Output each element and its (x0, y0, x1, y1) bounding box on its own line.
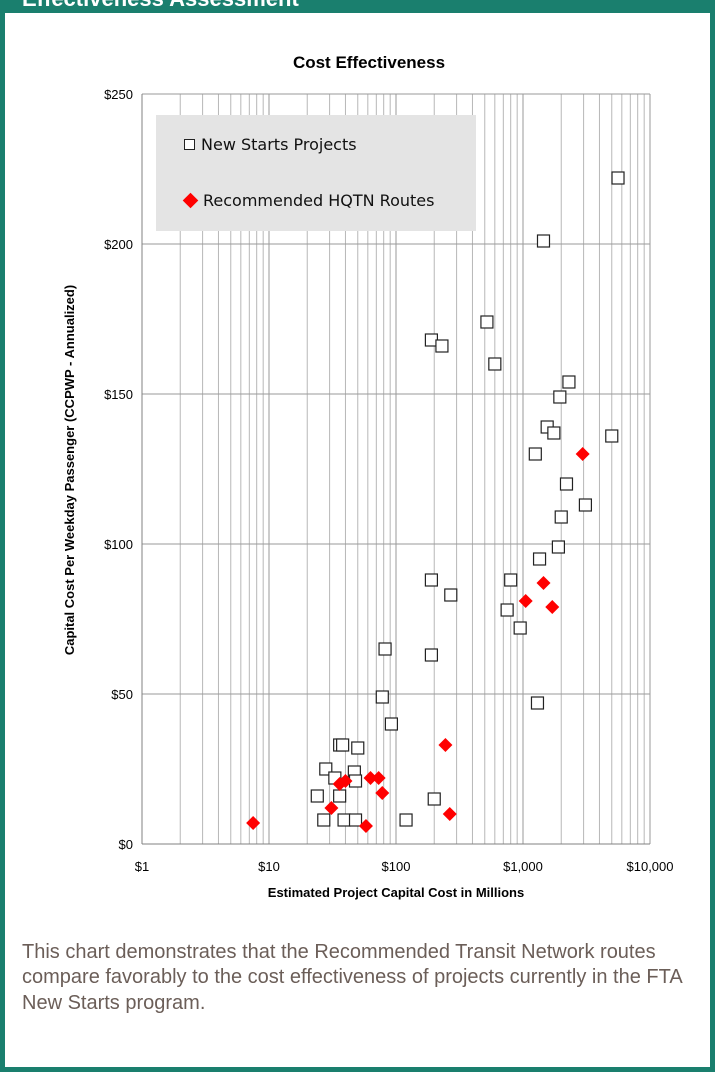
new-starts-point (337, 813, 351, 827)
new-starts-point (551, 540, 566, 554)
y-axis-label: Capital Cost Per Weekday Passenger (CCPW… (62, 285, 77, 655)
recommended-route-point (332, 777, 347, 791)
recommended-route-point (324, 801, 339, 815)
legend-label-new-starts: New Starts Projects (201, 134, 357, 154)
new-starts-point (317, 813, 331, 827)
section-title: Effectiveness Assessment (22, 0, 299, 12)
new-starts-point (444, 588, 458, 602)
legend-item-new-starts: New Starts Projects (184, 133, 357, 155)
recommended-route-point (438, 738, 453, 752)
new-starts-point (435, 339, 449, 353)
x-tick-label: $1,000 (503, 859, 543, 874)
new-starts-point (333, 789, 347, 803)
new-starts-point (504, 573, 518, 587)
new-starts-point (605, 429, 619, 443)
new-starts-point (559, 477, 574, 491)
new-starts-point (351, 741, 365, 755)
x-tick-label: $1 (135, 859, 149, 874)
new-starts-point (399, 813, 413, 827)
x-axis-label: Estimated Project Capital Cost in Millio… (268, 885, 524, 900)
legend-item-recommended: Recommended HQTN Routes (182, 189, 435, 211)
new-starts-point (378, 642, 392, 656)
recommended-route-point (363, 771, 378, 785)
new-starts-point (348, 813, 363, 827)
recommended-route-point (442, 807, 457, 821)
recommended-route-point (358, 819, 373, 833)
new-starts-point (547, 426, 561, 440)
cost-effectiveness-chart: $1 $10 $100 $1,000 $10,000 $0 $50 $100 $150 $200 $… (62, 53, 674, 900)
new-starts-point (611, 171, 625, 185)
x-tick-label: $10 (258, 859, 280, 874)
new-starts-point (424, 573, 439, 587)
x-tick-label: $10,000 (627, 859, 674, 874)
y-tick-label: $100 (104, 537, 133, 552)
recommended-route-point (575, 447, 590, 461)
diamond-marker-icon (182, 192, 199, 208)
recommended-route-point (246, 816, 261, 830)
new-starts-point (536, 234, 551, 248)
recommended-route-point (536, 576, 551, 590)
new-starts-point (427, 792, 441, 806)
new-starts-point (532, 552, 547, 566)
recommended-route-point (518, 594, 533, 608)
chart-caption: This chart demonstrates that the Recomme… (22, 941, 682, 1014)
recommended-route-point (375, 786, 390, 800)
y-tick-label: $200 (104, 237, 133, 252)
new-starts-point (384, 717, 399, 731)
new-starts-point (578, 498, 593, 512)
new-starts-point (424, 648, 439, 662)
y-tick-label: $50 (111, 687, 133, 702)
chart-legend: New Starts Projects Recommended HQTN Rou… (156, 115, 476, 231)
square-marker-icon (184, 138, 195, 150)
new-starts-point (480, 315, 494, 329)
recommended-route-point (545, 600, 560, 614)
y-tick-label: $0 (119, 837, 133, 852)
new-starts-point (375, 690, 389, 704)
new-starts-point (500, 603, 514, 617)
axis-layer: $1 $10 $100 $1,000 $10,000 $0 $50 $100 $150 $200 $… (104, 87, 673, 874)
points-layer (246, 171, 625, 833)
new-starts-point (310, 789, 324, 803)
new-starts-point (336, 738, 350, 752)
new-starts-point (528, 447, 542, 461)
y-tick-label: $150 (104, 387, 133, 402)
new-starts-point (488, 357, 502, 371)
recommended-route-point (371, 771, 386, 785)
new-starts-point (553, 390, 567, 404)
legend-label-recommended: Recommended HQTN Routes (203, 190, 435, 210)
x-tick-label: $100 (382, 859, 411, 874)
section-header-bar: Effectiveness Assessment (0, 0, 715, 13)
y-tick-label: $250 (104, 87, 133, 102)
chart-title: Cost Effectiveness (293, 53, 445, 72)
new-starts-point (562, 375, 576, 389)
new-starts-point (530, 696, 545, 710)
new-starts-point (513, 621, 527, 635)
new-starts-point (554, 510, 568, 524)
